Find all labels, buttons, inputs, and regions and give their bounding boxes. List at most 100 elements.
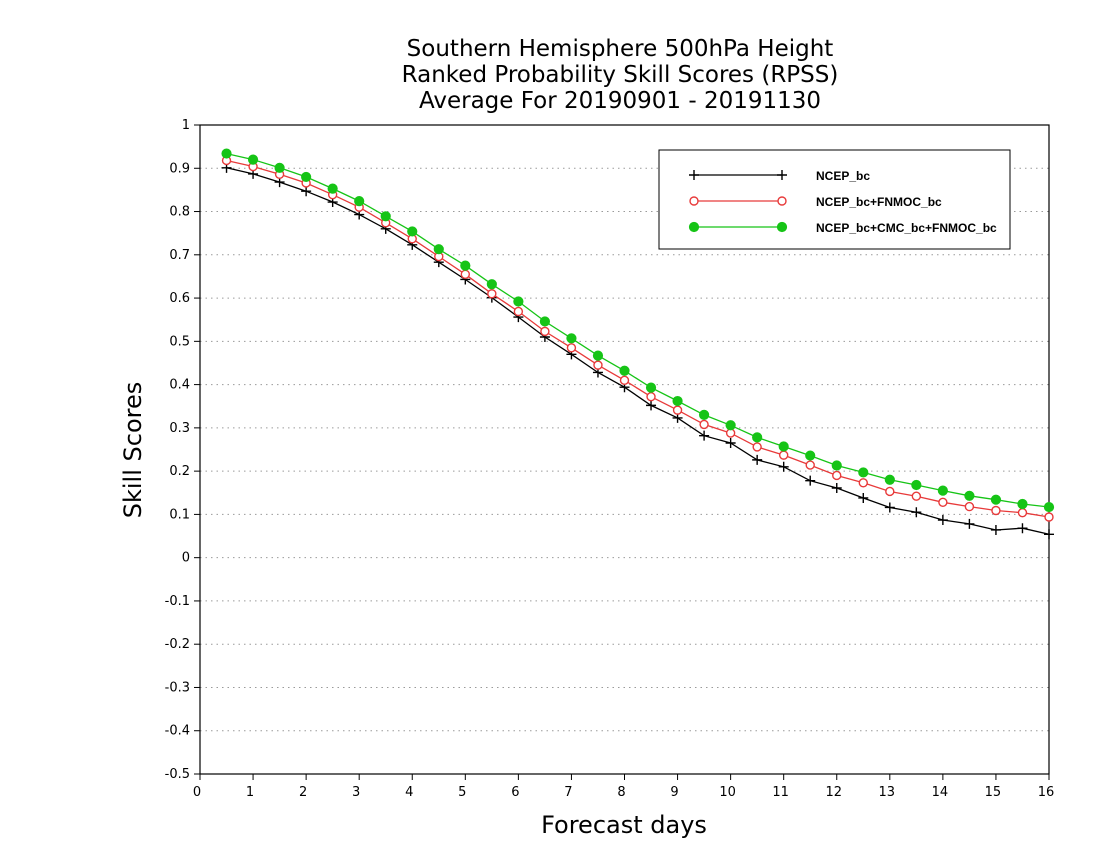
axes: -0.5 -0.4 -0.3 -0.2 -0.1 0 0.1 0.2 0.3 0.4 0.5 0.6 0… bbox=[165, 118, 1055, 800]
y-tick-label: 0.4 bbox=[169, 378, 190, 393]
data-point bbox=[433, 244, 444, 255]
y-tick-label: -0.4 bbox=[165, 724, 190, 739]
data-point bbox=[911, 507, 922, 518]
x-tick-label: 1 bbox=[246, 785, 254, 800]
y-tick-label: -0.3 bbox=[165, 680, 190, 695]
series-lines bbox=[221, 148, 1055, 540]
data-point bbox=[1017, 498, 1028, 510]
data-point bbox=[938, 497, 948, 507]
x-tick-label: 4 bbox=[405, 785, 413, 800]
chart-title-line-3: Average For 20190901 - 20191130 bbox=[418, 88, 822, 114]
data-point bbox=[725, 438, 736, 449]
y-tick-label: 0.8 bbox=[169, 205, 190, 220]
data-point bbox=[964, 501, 975, 512]
x-tick-label: 15 bbox=[985, 785, 1002, 800]
chart-title-line-2: Ranked Probability Skill Scores (RPSS) bbox=[401, 62, 839, 88]
data-point bbox=[593, 360, 603, 370]
x-tick-label: 5 bbox=[458, 785, 466, 800]
data-point bbox=[407, 226, 418, 237]
data-point bbox=[778, 441, 789, 452]
x-tick-label: 16 bbox=[1038, 785, 1055, 800]
legend-label: NCEP_bc+CMC_bc+FNMOC_bc bbox=[816, 221, 997, 235]
x-tick-label: 0 bbox=[193, 785, 201, 800]
data-point bbox=[778, 461, 789, 472]
x-tick-label: 10 bbox=[719, 785, 736, 800]
x-tick-label: 9 bbox=[670, 785, 678, 800]
legend-marker bbox=[776, 221, 788, 233]
data-point bbox=[831, 483, 842, 494]
data-point bbox=[884, 502, 895, 513]
y-tick-label: -0.2 bbox=[165, 637, 190, 652]
data-point bbox=[858, 478, 868, 488]
data-point bbox=[513, 296, 524, 307]
legend-marker bbox=[689, 196, 699, 206]
data-point bbox=[354, 196, 365, 207]
x-tick-label: 7 bbox=[564, 785, 572, 800]
x-tick-label: 8 bbox=[617, 785, 625, 800]
grid-lines bbox=[200, 167, 1049, 732]
x-tick-label: 13 bbox=[879, 785, 896, 800]
data-point bbox=[885, 486, 895, 497]
data-point bbox=[699, 430, 710, 441]
data-point bbox=[1017, 523, 1028, 534]
data-point bbox=[672, 395, 683, 407]
data-point bbox=[221, 148, 232, 159]
data-point bbox=[990, 494, 1002, 505]
data-point bbox=[274, 162, 285, 173]
data-point bbox=[566, 333, 577, 344]
data-point bbox=[752, 442, 762, 452]
data-point bbox=[619, 375, 630, 385]
series-line bbox=[226, 167, 1050, 535]
data-point bbox=[964, 518, 975, 529]
data-point bbox=[911, 479, 922, 491]
y-tick-label: -0.5 bbox=[165, 767, 190, 782]
data-point bbox=[831, 460, 842, 471]
data-point bbox=[380, 211, 391, 222]
data-point bbox=[884, 474, 895, 485]
data-point bbox=[911, 491, 922, 501]
y-tick-label: 0.6 bbox=[169, 291, 190, 306]
x-tick-label: 11 bbox=[772, 785, 789, 800]
data-point bbox=[858, 467, 869, 478]
data-point bbox=[805, 460, 815, 470]
y-tick-label: 0 bbox=[182, 551, 190, 566]
legend-box bbox=[658, 149, 1011, 250]
data-point bbox=[990, 524, 1001, 535]
data-point bbox=[991, 505, 1001, 516]
y-axis-label: Skill Scores bbox=[119, 382, 147, 519]
data-point bbox=[327, 183, 338, 194]
data-point bbox=[752, 432, 763, 443]
data-point bbox=[964, 490, 975, 501]
data-point bbox=[1017, 507, 1028, 518]
legend-marker bbox=[777, 196, 787, 206]
legend-marker bbox=[688, 221, 700, 233]
data-point bbox=[646, 400, 657, 411]
y-tick-label: 0.9 bbox=[169, 161, 190, 176]
data-point bbox=[805, 475, 816, 486]
data-point bbox=[487, 289, 497, 299]
data-point bbox=[460, 269, 471, 279]
x-tick-label: 3 bbox=[352, 785, 360, 800]
y-tick-label: -0.1 bbox=[165, 594, 190, 609]
legend-marker bbox=[689, 170, 699, 180]
data-point bbox=[592, 350, 604, 361]
data-point bbox=[566, 343, 577, 353]
data-point bbox=[301, 186, 312, 197]
data-point bbox=[619, 365, 630, 376]
series-2 bbox=[221, 148, 1055, 513]
data-point bbox=[698, 409, 710, 420]
chart-title: Southern Hemisphere 500hPa Height Ranked… bbox=[0, 36, 1100, 114]
data-point bbox=[1044, 512, 1054, 522]
y-tick-label: 0.2 bbox=[169, 464, 190, 479]
data-point bbox=[301, 171, 312, 183]
x-tick-label: 12 bbox=[825, 785, 842, 800]
legend-label: NCEP_bc+FNMOC_bc bbox=[816, 195, 942, 209]
data-point bbox=[858, 492, 869, 503]
x-tick-label: 14 bbox=[932, 785, 949, 800]
data-point bbox=[937, 515, 948, 526]
data-point bbox=[752, 454, 763, 465]
chart-title-line-1: Southern Hemisphere 500hPa Height bbox=[406, 36, 834, 62]
y-tick-label: 0.5 bbox=[169, 334, 190, 349]
data-point bbox=[646, 392, 656, 402]
